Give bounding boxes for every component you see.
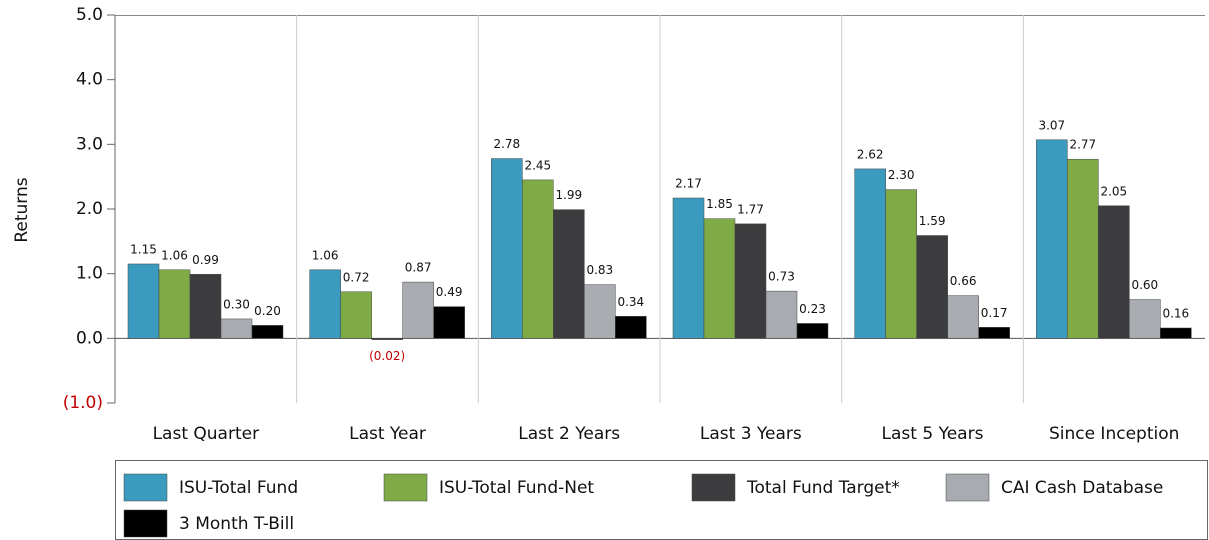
data-label: 1.15 (130, 242, 157, 256)
y-tick-label: 4.0 (76, 70, 103, 90)
y-tick-label: 2.0 (76, 199, 103, 219)
bar (1067, 158, 1099, 339)
data-label: 0.99 (192, 253, 219, 267)
data-label: 0.72 (343, 270, 370, 284)
bar (402, 281, 434, 339)
legend-swatch (383, 473, 428, 502)
bar (1129, 299, 1161, 339)
bar (947, 295, 979, 339)
bar (309, 269, 341, 339)
bar (584, 284, 616, 339)
data-label: 0.17 (981, 306, 1008, 320)
bar (127, 263, 160, 339)
bar (703, 218, 736, 339)
data-label: 0.83 (586, 263, 613, 277)
bar (189, 274, 222, 339)
data-label: 2.17 (675, 177, 702, 191)
bar (885, 189, 917, 339)
data-label: 1.06 (161, 248, 188, 262)
bar (1098, 205, 1130, 339)
bar (220, 318, 253, 339)
bar (158, 269, 191, 339)
data-label: 0.73 (768, 270, 795, 284)
data-label: (0.02) (369, 349, 405, 363)
y-tick-label: 5.0 (76, 5, 103, 25)
bar (765, 290, 798, 339)
y-axis-label: Returns (12, 177, 32, 242)
bar (522, 179, 554, 339)
bar (916, 235, 948, 339)
bar (491, 158, 523, 339)
bar (251, 325, 284, 339)
data-label: 0.20 (254, 304, 281, 318)
y-tick-label: 0.0 (76, 328, 103, 348)
bar (433, 306, 465, 339)
data-label: 2.45 (524, 158, 551, 172)
data-label: 2.62 (857, 147, 884, 161)
x-tick-label: Last 3 Years (700, 424, 802, 444)
data-label: 0.16 (1162, 306, 1189, 320)
bar (553, 209, 585, 339)
x-tick-label: Since Inception (1049, 424, 1179, 444)
data-label: 2.05 (1100, 184, 1127, 198)
data-label: 0.30 (223, 297, 250, 311)
data-label: 3.07 (1038, 118, 1065, 132)
data-label: 2.77 (1069, 138, 1096, 152)
data-label: 0.66 (950, 274, 977, 288)
data-label: 2.78 (493, 137, 520, 151)
legend-swatch (945, 473, 990, 502)
x-tick-label: Last 2 Years (518, 424, 620, 444)
x-tick-label: Last Year (349, 424, 426, 444)
legend-label: CAI Cash Database (1001, 478, 1163, 498)
legend-swatch (691, 473, 736, 502)
bar (340, 291, 372, 339)
data-label: 1.85 (706, 197, 733, 211)
bar (615, 316, 647, 339)
legend-label: 3 Month T-Bill (179, 514, 294, 534)
data-label: 1.59 (919, 214, 946, 228)
legend-swatch (123, 473, 168, 502)
data-label: 1.99 (555, 188, 582, 202)
bar (371, 338, 403, 340)
y-tick-label: 3.0 (76, 134, 103, 154)
legend-label: ISU-Total Fund-Net (439, 478, 594, 498)
legend-label: ISU-Total Fund (179, 478, 298, 498)
y-tick-label: 1.0 (76, 264, 103, 284)
bar (672, 197, 705, 339)
bar (734, 223, 767, 339)
data-label: 2.30 (888, 168, 915, 182)
y-tick-label: (1.0) (63, 393, 103, 413)
legend-label: Total Fund Target* (746, 478, 900, 498)
legend-swatch (123, 509, 168, 538)
bar (796, 323, 829, 339)
data-label: 0.60 (1131, 278, 1158, 292)
data-label: 1.77 (737, 202, 764, 216)
bar (1160, 327, 1192, 339)
data-label: 0.49 (436, 285, 463, 299)
data-label: 0.87 (405, 261, 432, 275)
x-tick-label: Last Quarter (153, 424, 260, 444)
data-label: 0.23 (799, 302, 826, 316)
bar (978, 327, 1010, 339)
bar (1036, 139, 1068, 339)
bar (854, 168, 886, 339)
data-label: 0.34 (617, 295, 644, 309)
data-label: 1.06 (312, 248, 339, 262)
x-tick-label: Last 5 Years (882, 424, 984, 444)
